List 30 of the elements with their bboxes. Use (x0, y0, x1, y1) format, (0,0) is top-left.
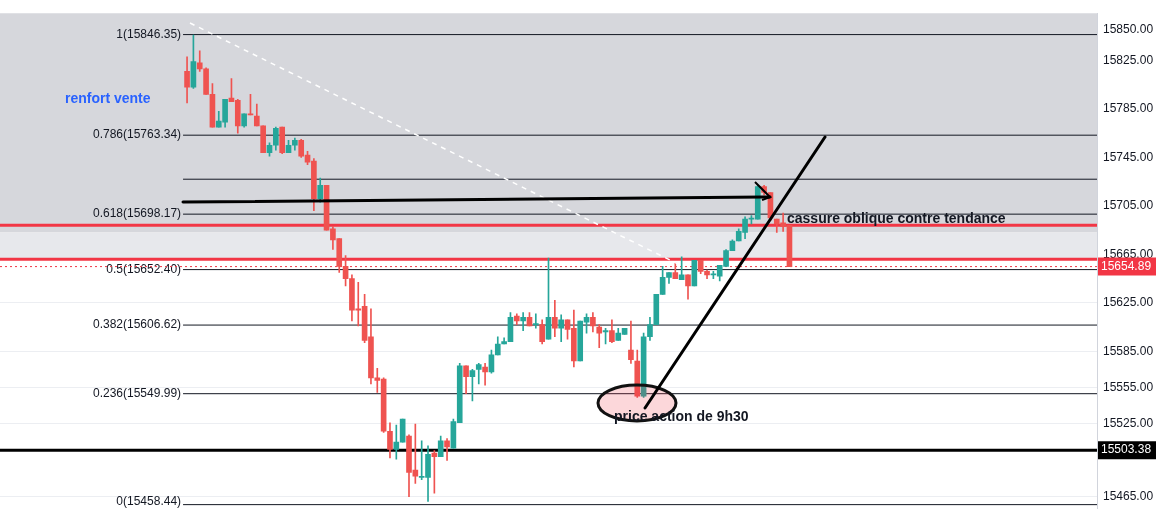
ref-line-label: 0.5(15652.40) (106, 261, 182, 276)
y-tick-label: 15555.00 (1103, 379, 1154, 394)
y-tick-label: 15850.00 (1103, 22, 1154, 37)
y-tick-label: 15705.00 (1103, 198, 1154, 213)
y-tick-label: 15745.00 (1103, 149, 1154, 164)
y-tick-label: 15585.00 (1103, 343, 1154, 358)
ref-line-label: 15654.89 (1101, 258, 1152, 273)
ref-line-label: 0.382(15606.62) (92, 317, 182, 332)
candlestick (393, 424, 400, 460)
y-tick-label: 15465.00 (1103, 489, 1154, 503)
candlestick (596, 324, 603, 348)
annotation: cassure oblique contre tendance (787, 210, 1006, 226)
candlestick (444, 438, 450, 461)
y-tick-label: 15525.00 (1103, 416, 1154, 431)
y-tick-label: 15665.00 (1103, 246, 1154, 261)
ref-line-label: 0.618(15698.17) (92, 206, 182, 221)
ref-line-label: 15503.38 (1101, 442, 1152, 457)
candlestick (482, 363, 488, 386)
ref-line-label: 0.786(15763.34) (92, 127, 182, 142)
candlestick (196, 50, 203, 72)
ref-line-label: 0.236(15549.99) (92, 386, 182, 401)
y-tick-label: 15625.00 (1103, 295, 1154, 310)
candlestick (628, 320, 634, 364)
candlestick (520, 312, 526, 332)
candlestick (532, 313, 539, 329)
annotation: renfort vente (65, 90, 151, 106)
y-tick-label: 15825.00 (1103, 52, 1154, 67)
ref-line-label: 1(15846.35) (116, 26, 182, 41)
y-tick-label: 15785.00 (1103, 101, 1154, 116)
ref-line-label: 0(15458.44) (116, 494, 182, 509)
